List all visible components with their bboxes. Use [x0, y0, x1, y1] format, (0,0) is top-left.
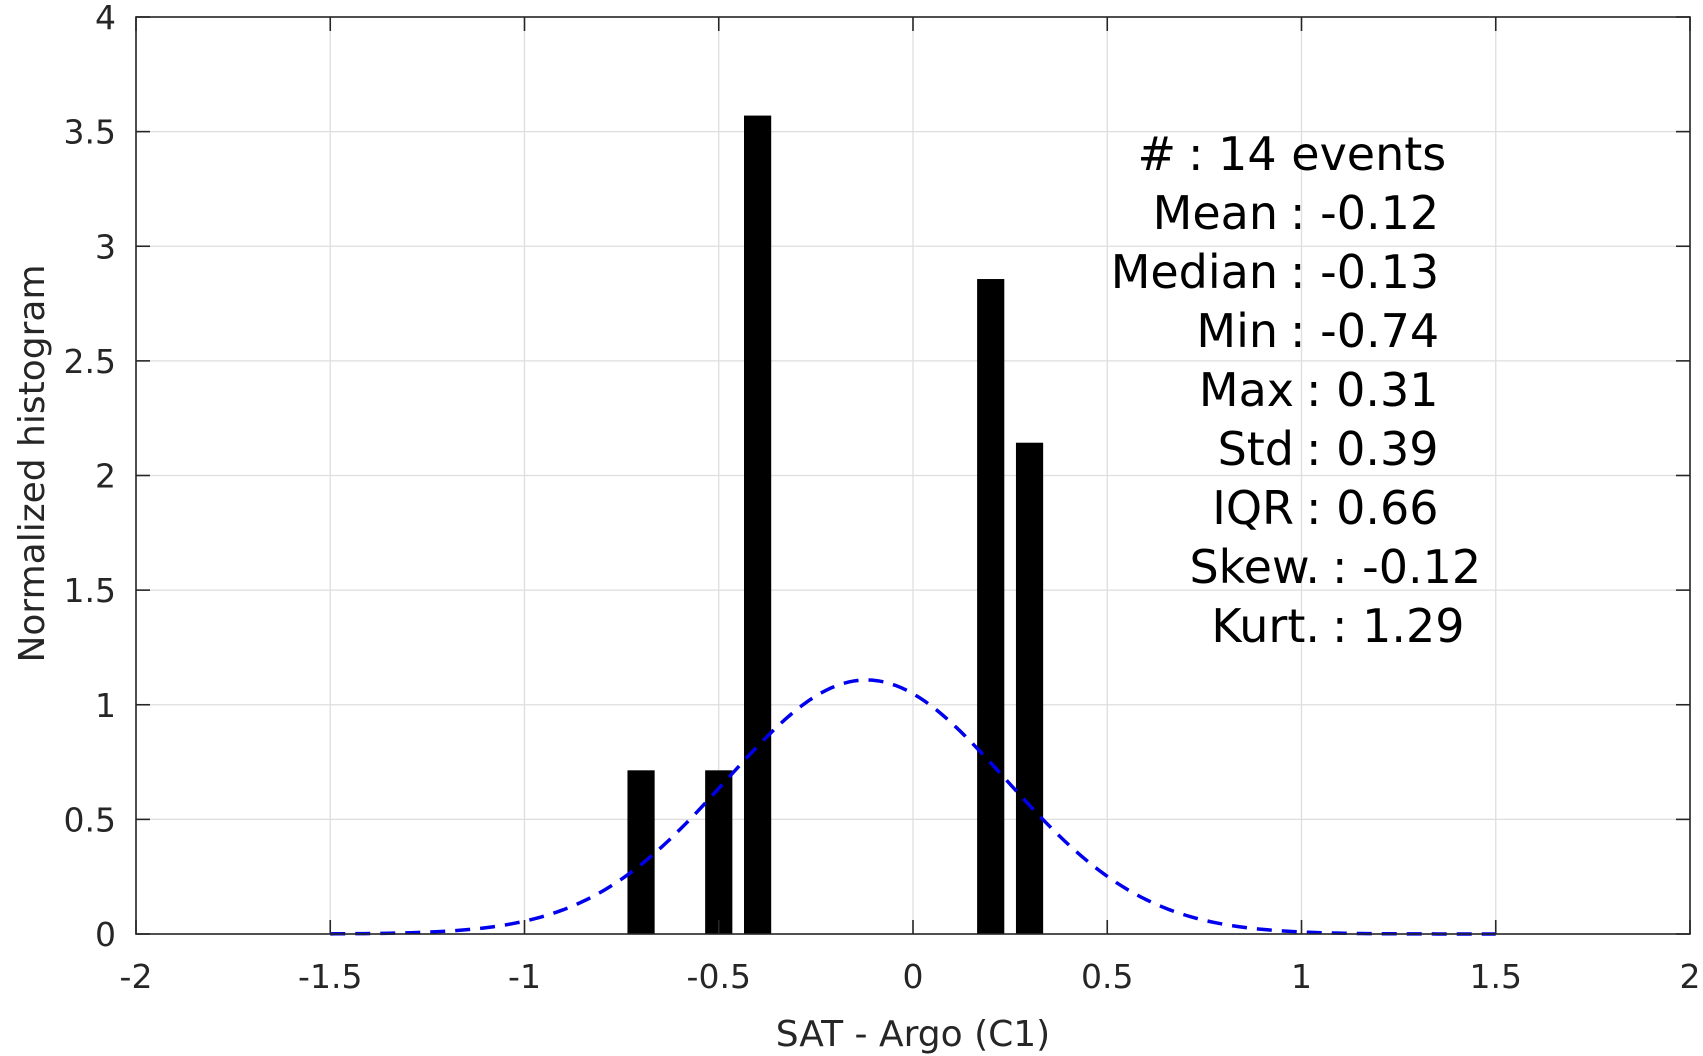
stat-value-7: : -0.12: [1332, 540, 1481, 594]
axes-box: [135, 16, 1691, 935]
stat-line-7: Skew.: -0.12: [1189, 540, 1481, 594]
x-tick-label-1: -1.5: [298, 957, 362, 996]
x-axis-label: SAT - Argo (C1): [776, 1014, 1050, 1055]
stat-label-6: IQR: [1212, 481, 1294, 535]
y-tick-label-0: 0: [95, 915, 116, 954]
stat-line-0: #: 14 events: [1137, 127, 1446, 181]
stat-value-3: : -0.74: [1290, 304, 1439, 358]
stat-line-4: Max: 0.31: [1199, 363, 1439, 417]
stat-value-5: : 0.39: [1306, 422, 1439, 476]
stat-line-6: IQR: 0.66: [1212, 481, 1438, 535]
stat-value-0: : 14 events: [1188, 127, 1446, 181]
y-axis-label: Normalized histogram: [12, 264, 53, 662]
histogram-bar-2: [744, 115, 772, 934]
stat-value-2: : -0.13: [1290, 245, 1439, 299]
stat-label-7: Skew.: [1189, 540, 1320, 594]
y-tick-labels: 0 0.5 1 1.5 2 2.5 3 3.5 4: [64, 0, 116, 954]
stat-value-8: : 1.29: [1332, 599, 1465, 653]
histogram-bar-1: [705, 770, 733, 934]
y-tick-label-8: 4: [95, 0, 116, 37]
x-tick-label-7: 1.5: [1470, 957, 1522, 996]
y-tick-label-2: 1: [95, 686, 116, 725]
y-tick-label-4: 2: [95, 457, 116, 496]
y-tick-label-5: 2.5: [64, 342, 116, 381]
histogram-bar-3: [977, 279, 1005, 935]
stat-value-1: : -0.12: [1290, 186, 1439, 240]
histogram-bar-4: [1015, 442, 1044, 934]
x-tick-label-6: 1: [1291, 957, 1312, 996]
x-tick-label-5: 0.5: [1081, 957, 1133, 996]
stat-value-4: : 0.31: [1306, 363, 1439, 417]
x-tick-label-4: 0: [903, 957, 924, 996]
stat-line-5: Std: 0.39: [1218, 422, 1439, 476]
stat-line-3: Min: -0.74: [1196, 304, 1439, 358]
x-tick-label-3: -0.5: [687, 957, 751, 996]
x-tick-labels: -2 -1.5 -1 -0.5 0 0.5 1 1.5 2: [120, 957, 1701, 996]
histogram-bar-0: [627, 770, 655, 934]
stat-value-6: : 0.66: [1306, 481, 1439, 535]
stat-label-4: Max: [1199, 363, 1294, 417]
stat-line-8: Kurt.: 1.29: [1211, 599, 1464, 653]
stat-label-2: Median: [1111, 245, 1278, 299]
histogram-bars: [627, 115, 1044, 935]
x-tick-label-0: -2: [120, 957, 153, 996]
y-tick-label-1: 0.5: [64, 800, 116, 839]
y-tick-label-7: 3.5: [64, 113, 116, 152]
stat-line-2: Median: -0.13: [1111, 245, 1439, 299]
x-tick-label-8: 2: [1680, 957, 1701, 996]
stat-label-8: Kurt.: [1211, 599, 1320, 653]
stat-line-1: Mean: -0.12: [1153, 186, 1439, 240]
y-tick-label-3: 1.5: [64, 571, 116, 610]
stat-label-0: #: [1137, 127, 1176, 181]
stat-label-3: Min: [1196, 304, 1278, 358]
stat-label-5: Std: [1218, 422, 1294, 476]
x-tick-label-2: -1: [508, 957, 541, 996]
y-tick-label-6: 3: [95, 227, 116, 266]
stat-label-1: Mean: [1153, 186, 1278, 240]
